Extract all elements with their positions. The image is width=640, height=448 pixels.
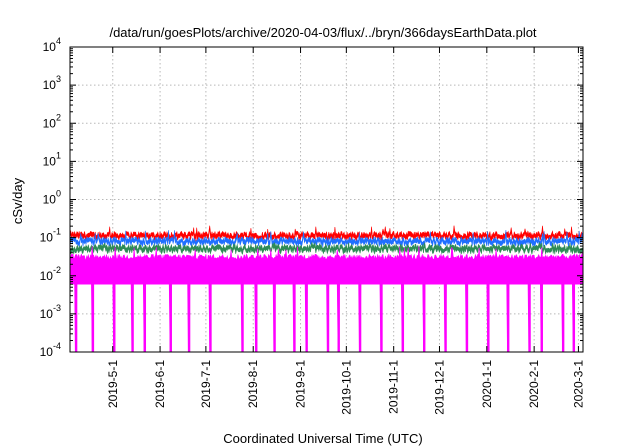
dropout-spike (465, 284, 469, 352)
dropout-spike (143, 284, 147, 352)
x-axis-label: Coordinated Universal Time (UTC) (223, 431, 422, 446)
x-tick-label: 2020-2-1 (527, 360, 541, 408)
dropout-spike (358, 284, 362, 352)
dropout-spike (423, 284, 426, 352)
dropout-spike (91, 284, 95, 352)
x-tick-label: 2019-10-1 (339, 360, 353, 415)
x-tick-label: 2019-8-1 (246, 360, 260, 408)
y-tick-label: 104 (43, 36, 61, 54)
x-tick-label: 2019-12-1 (432, 360, 446, 415)
dropout-spike (401, 284, 405, 352)
dropout-spike (444, 284, 447, 352)
y-tick-label: 100 (43, 189, 61, 207)
x-tick-label: 2020-1-1 (480, 360, 494, 408)
chart-title: /data/run/goesPlots/archive/2020-04-03/f… (109, 25, 536, 40)
dropout-spike (113, 284, 116, 352)
dropout-spike (74, 284, 78, 352)
y-tick-label: 10-4 (40, 341, 61, 359)
dropout-spike (326, 284, 330, 352)
dropout-spike (337, 284, 340, 352)
dropout-spike (273, 284, 276, 352)
x-tick-label: 2020-3-1 (571, 360, 585, 408)
dropout-spike (572, 284, 576, 352)
dropout-spike (561, 284, 565, 352)
x-tick-label: 2019-6-1 (153, 360, 167, 408)
dropout-spike (540, 284, 543, 352)
dropout-spike (209, 284, 212, 352)
y-axis: 10-4 10-3 10-2 10-1 100 101 102 103 104 (40, 36, 583, 359)
dropout-spike (293, 284, 296, 352)
dropout-spike (169, 284, 172, 352)
dropout-spike (131, 284, 134, 352)
x-tick-label: 2019-9-1 (294, 360, 308, 408)
x-tick-label: 2019-11-1 (387, 360, 401, 414)
dropout-spike (487, 284, 490, 352)
x-tick-label: 2019-5-1 (106, 360, 120, 408)
y-tick-label: 103 (43, 74, 61, 92)
dropout-spike (506, 284, 510, 352)
y-tick-label: 10-3 (40, 303, 61, 321)
y-tick-label: 102 (43, 112, 61, 130)
y-tick-label: 10-1 (40, 227, 61, 245)
dropout-spike (241, 284, 244, 352)
dropout-spike (305, 284, 308, 352)
y-axis-label: cSv/day (10, 177, 25, 224)
plot-area (69, 225, 584, 353)
x-axis: 2019-5-1 2019-6-1 2019-7-1 2019-8-1 2019-9-1… (106, 47, 585, 415)
series-area (69, 246, 584, 353)
dropout-spike (380, 284, 383, 352)
dropout-spike (528, 284, 531, 352)
y-tick-label: 101 (43, 150, 61, 168)
dropout-spike (255, 284, 258, 352)
y-tick-label: 10-2 (40, 265, 61, 283)
x-tick-label: 2019-7-1 (199, 360, 213, 408)
dropout-spike (187, 284, 191, 352)
